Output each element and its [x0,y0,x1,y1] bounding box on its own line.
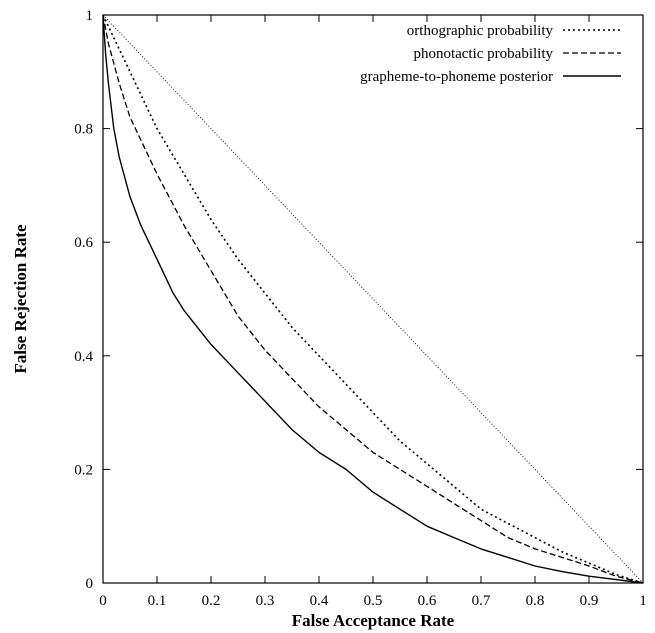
x-tick-label: 0.7 [472,593,491,609]
series-phonotactic-probability [102,14,644,584]
y-tick-label: 1 [86,8,94,24]
x-tick-label: 0.5 [364,593,383,609]
x-tick-label: 0.6 [418,593,437,609]
x-axis-title: False Acceptance Rate [292,611,455,630]
y-tick-label: 0.4 [74,349,93,365]
ticks-layer: 0 0.1 0.2 0.3 0.4 0.5 0.6 0.7 0.8 0.9 1 0 0.2 0.4 0.6 0… [74,8,647,609]
legend: orthographic probability phonotactic prob… [360,23,621,85]
x-tick-label: 0.1 [148,593,167,609]
y-tick-label: 0 [86,576,94,592]
x-tick-label: 0 [99,593,107,609]
legend-label: phonotactic probability [413,46,553,62]
y-axis-title: False Rejection Rate [11,224,30,374]
y-tick-label: 0.2 [74,462,93,478]
legend-label: grapheme-to-phoneme posterior [360,69,553,85]
legend-label: orthographic probability [407,23,554,39]
y-tick-label: 0.8 [74,122,93,138]
x-tick-label: 1 [639,593,647,609]
x-tick-label: 0.9 [580,593,599,609]
x-tick-label: 0.8 [526,593,545,609]
series-orthographic-probability [102,14,644,584]
series-grapheme-to-phoneme-posterior [102,14,644,584]
series-layer [102,14,644,584]
x-tick-label: 0.2 [202,593,221,609]
x-tick-label: 0.3 [256,593,275,609]
y-tick-label: 0.6 [74,235,93,251]
series-diagonal-reference [102,14,644,584]
x-tick-label: 0.4 [310,593,329,609]
